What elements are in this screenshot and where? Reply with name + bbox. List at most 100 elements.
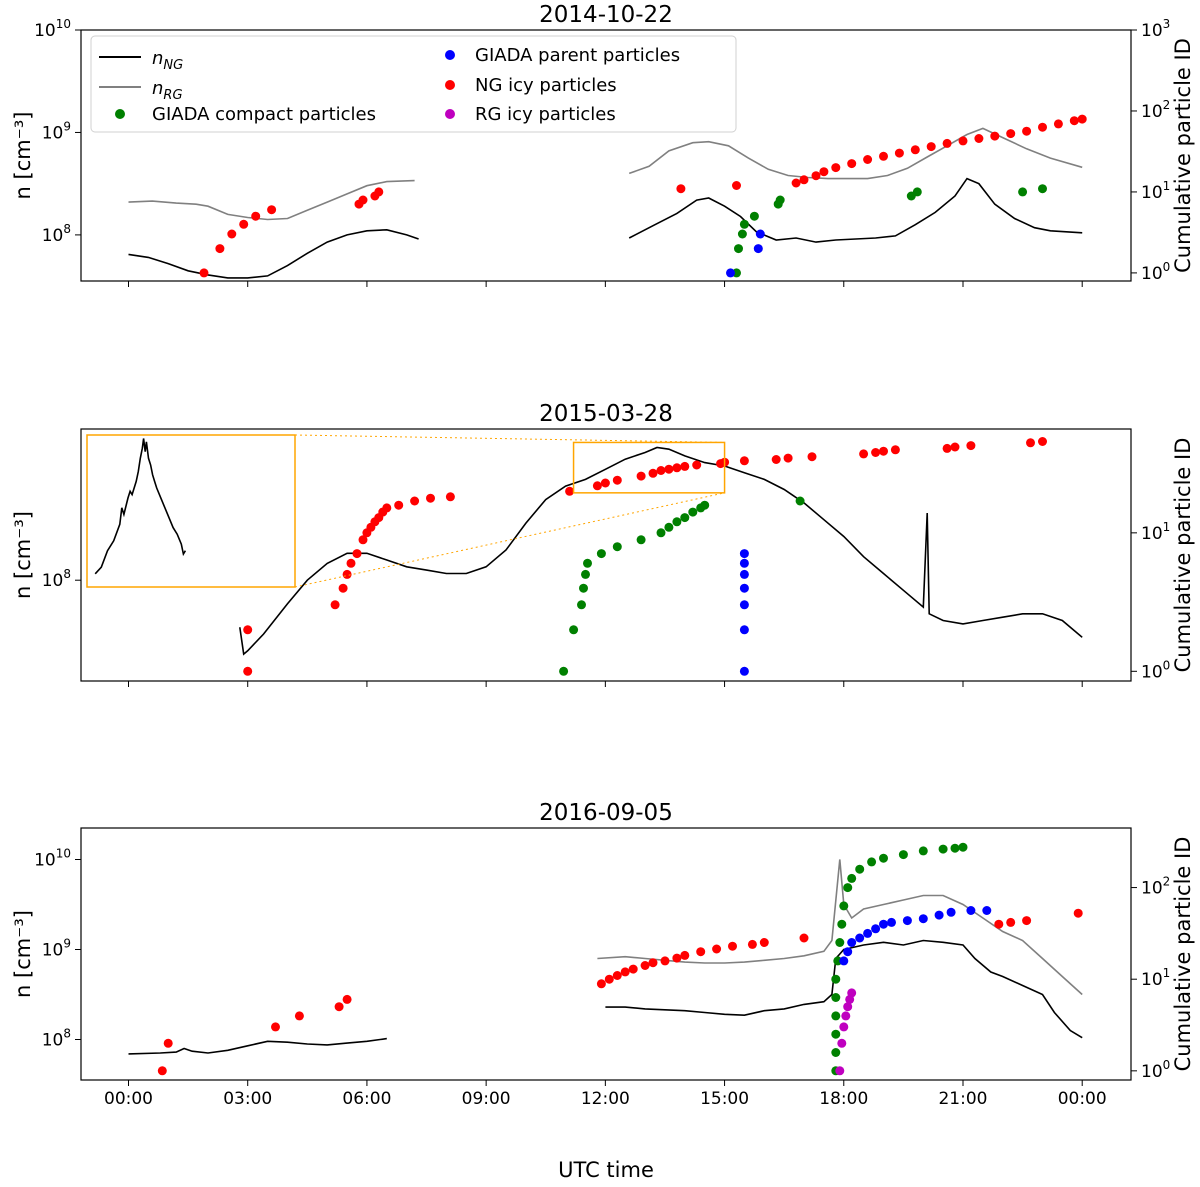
parent-particle-point [934, 910, 944, 920]
ng-icy-particle-point [660, 956, 670, 966]
ng-icy-particle-point [426, 493, 435, 503]
compact-particle-point [612, 542, 622, 552]
x-tick-label: 18:00 [819, 1089, 868, 1109]
y-tick-exponent: 10 [56, 847, 71, 861]
ng-icy-particle-point [565, 486, 575, 496]
compact-particle-point [831, 974, 841, 984]
legend-compact-label: GIADA compact particles [152, 104, 376, 125]
ng-icy-particle-point [739, 456, 749, 466]
y-tick-exponent: 8 [63, 222, 71, 236]
compact-particle-point [835, 938, 845, 947]
y-tick-exponent: 8 [63, 567, 71, 581]
parent-particle-point [839, 956, 849, 966]
ng-icy-particle-point [612, 971, 622, 980]
x-tick-label: 06:00 [342, 1089, 391, 1109]
x-tick-label: 12:00 [581, 1089, 630, 1109]
legend-ng-subscript: NG [163, 58, 183, 73]
compact-particle-point [831, 1011, 841, 1021]
y-tick-base: 10 [1141, 21, 1163, 41]
ng-icy-particle-point [958, 136, 968, 146]
y-tick-base: 10 [42, 123, 64, 143]
y-tick-exponent: 0 [1163, 658, 1171, 672]
y-tick-label-left: 1010 [34, 17, 71, 41]
parent-particle-point [739, 583, 749, 593]
ng-icy-particle-point [680, 461, 690, 471]
compact-particle-point [918, 846, 928, 856]
legend-parent-marker [445, 50, 455, 60]
compact-particle-point [855, 864, 865, 874]
y-tick-label-right: 100 [1141, 658, 1170, 682]
compact-particle-point [636, 535, 646, 545]
y-tick-base: 10 [34, 21, 56, 41]
parent-particle-point [739, 569, 749, 579]
y-tick-exponent: 3 [1163, 17, 1171, 31]
parent-particle-point [739, 549, 749, 559]
ng-icy-particle-point [636, 471, 646, 481]
compact-particle-point [749, 211, 759, 221]
ng-icy-particle-point [656, 466, 666, 475]
ng-icy-particle-point [330, 600, 340, 610]
parent-particle-point [847, 938, 857, 947]
ng-icy-particle-point [271, 1022, 280, 1032]
ng-icy-particle-point [1053, 119, 1063, 129]
ng-icy-particle-point [791, 178, 801, 188]
x-tick-label: 03:00 [223, 1089, 272, 1109]
ng-icy-particle-point [251, 211, 261, 221]
y-tick-label-left: 108 [42, 567, 71, 591]
parent-particle-point [863, 928, 873, 938]
series-rg-line [128, 179, 415, 221]
ng-icy-particle-point [294, 1011, 304, 1021]
compact-particle-point [831, 1029, 841, 1039]
rg-icy-particle-point [843, 1002, 853, 1012]
compact-particle-point [1038, 184, 1047, 194]
ng-icy-particle-point [859, 449, 869, 459]
ng-icy-particle-point [358, 535, 368, 545]
compact-particle-point [734, 244, 743, 254]
inset-zoom-line [94, 438, 187, 575]
compact-particle-point [581, 569, 590, 579]
inset-connector [294, 492, 725, 588]
ng-icy-particle-point [672, 463, 682, 473]
y-tick-exponent: 1 [1163, 520, 1171, 534]
ng-icy-particle-point [783, 453, 793, 463]
ng-icy-particle-point [1022, 916, 1032, 926]
ng-icy-particle-point [352, 549, 362, 559]
parent-particle-point [726, 268, 735, 278]
ng-icy-particle-point [243, 666, 253, 676]
ng-icy-particle-point [664, 464, 674, 474]
ng-icy-particle-point [1022, 126, 1032, 136]
ng-icy-particle-point [604, 974, 614, 984]
series-ng-line [128, 1037, 387, 1055]
ng-icy-particle-point [759, 938, 769, 947]
compact-particle-point [775, 195, 785, 205]
ng-icy-particle-point [1073, 908, 1083, 918]
parent-particle-point [739, 666, 749, 676]
compact-particle-point [867, 857, 877, 867]
y-axis-label-left: n [cm⁻³] [11, 511, 35, 599]
y-tick-label-left: 109 [42, 119, 71, 143]
y-tick-label-right: 100 [1141, 1058, 1170, 1082]
ng-icy-particle-point [871, 448, 881, 457]
ng-icy-particle-point [942, 138, 952, 148]
compact-particle-point [700, 500, 710, 510]
compact-particle-point [579, 583, 588, 593]
parent-particle-point [879, 919, 888, 929]
ng-icy-particle-point [410, 496, 420, 506]
parent-particle-point [871, 924, 881, 934]
parent-particle-point [843, 947, 853, 957]
y-tick-exponent: 2 [1163, 98, 1171, 112]
ng-icy-particle-point [1077, 114, 1087, 124]
y-tick-label-right: 102 [1141, 875, 1170, 899]
compact-particle-point [879, 853, 888, 863]
ng-icy-particle-point [692, 460, 702, 470]
inset-connector [294, 434, 725, 443]
compact-particle-point [1018, 187, 1028, 197]
y-tick-label-right: 101 [1141, 966, 1170, 990]
compact-particle-point [739, 219, 749, 229]
parent-particle-point [902, 916, 912, 926]
legend-compact-marker [115, 109, 125, 119]
ng-icy-particle-point [342, 994, 352, 1004]
ng-icy-particle-point [648, 468, 658, 478]
